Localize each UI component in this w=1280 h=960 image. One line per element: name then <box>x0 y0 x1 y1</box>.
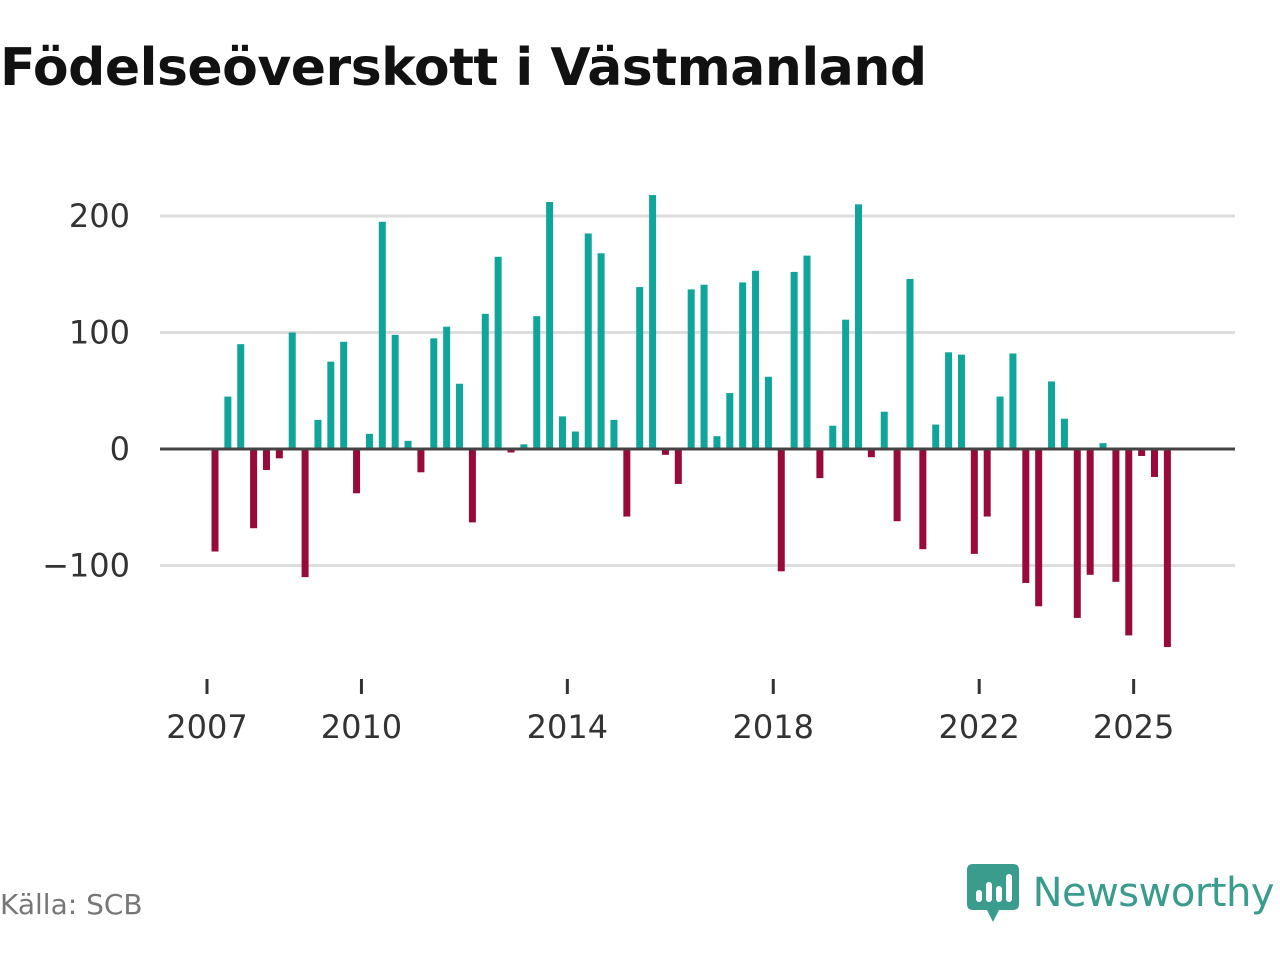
bar <box>970 449 978 554</box>
y-tick-label: 0 <box>110 430 130 468</box>
x-tick-label: 2010 <box>321 708 402 746</box>
bar <box>880 411 888 449</box>
bar <box>777 449 785 572</box>
bar <box>597 253 605 449</box>
bar <box>378 221 386 449</box>
bar <box>391 334 399 449</box>
bar <box>327 361 335 449</box>
x-tick-label: 2014 <box>527 708 608 746</box>
bar <box>906 278 914 449</box>
bar <box>237 344 245 449</box>
bars <box>211 195 1171 648</box>
x-tick-label: 2025 <box>1093 708 1174 746</box>
x-tick-label: 2018 <box>733 708 814 746</box>
bar <box>919 449 927 550</box>
bar <box>790 271 798 449</box>
bar <box>353 449 361 494</box>
bar <box>752 270 760 449</box>
bar <box>1022 449 1030 583</box>
bar <box>623 449 631 517</box>
bar <box>1048 381 1056 449</box>
bar <box>340 341 348 449</box>
bar <box>816 449 824 479</box>
bar <box>713 436 721 449</box>
y-tick-label: −100 <box>42 547 130 585</box>
bar <box>314 419 322 449</box>
bar <box>957 354 965 449</box>
bar <box>842 319 850 449</box>
bar <box>288 332 296 449</box>
bar <box>867 449 875 458</box>
brand: Newsworthy <box>966 864 1275 922</box>
bar <box>443 326 451 449</box>
bar <box>855 204 862 449</box>
bar <box>700 284 708 449</box>
y-tick-label: 100 <box>69 314 130 352</box>
bar <box>571 431 579 449</box>
chart-title: Födelseöverskott i Västmanland <box>0 38 927 98</box>
bar <box>739 282 747 449</box>
bar <box>430 338 438 449</box>
bar <box>649 195 657 449</box>
bar <box>983 449 991 517</box>
bar <box>1151 449 1159 477</box>
bar <box>1163 449 1171 648</box>
bar <box>1125 449 1133 636</box>
x-axis: 2007 2010 2014 2018 2022 2025 <box>166 679 1174 746</box>
bar <box>636 287 644 449</box>
bar <box>301 449 309 578</box>
bar <box>764 376 772 449</box>
bar <box>687 289 695 449</box>
x-tick-label: 2022 <box>938 708 1019 746</box>
bar <box>803 255 811 449</box>
bar <box>404 440 412 449</box>
bar <box>996 396 1004 449</box>
bar <box>211 449 219 552</box>
bar <box>610 419 618 449</box>
bar <box>1060 418 1068 449</box>
bar <box>468 449 476 523</box>
bar <box>481 313 489 449</box>
bar <box>417 449 425 473</box>
bar <box>674 449 682 484</box>
bar <box>661 449 669 455</box>
bar <box>546 202 554 449</box>
bar <box>275 449 283 459</box>
newsworthy-logo-icon <box>966 864 1019 922</box>
bar <box>945 352 953 449</box>
bar <box>1035 449 1043 607</box>
bar <box>1099 443 1107 449</box>
bar <box>1073 449 1081 618</box>
bar <box>224 396 232 449</box>
bar <box>1138 449 1146 456</box>
bar <box>726 393 734 449</box>
bar <box>829 425 837 449</box>
y-axis: 200 100 0 −100 <box>42 197 130 585</box>
bar <box>584 233 592 449</box>
bar <box>533 316 541 449</box>
bar <box>494 256 502 449</box>
bar <box>1112 449 1120 582</box>
y-tick-label: 200 <box>69 197 130 235</box>
source-label: Källa: SCB <box>0 888 143 921</box>
x-tick-label: 2007 <box>166 708 247 746</box>
bar <box>1086 449 1094 575</box>
brand-name: Newsworthy <box>1032 870 1275 916</box>
bar <box>507 449 515 453</box>
bar <box>932 424 940 449</box>
bar <box>365 433 373 449</box>
grid-lines <box>160 214 1235 567</box>
bar <box>262 449 270 470</box>
bar <box>1009 353 1017 449</box>
bar <box>520 444 528 449</box>
bar <box>558 416 566 449</box>
bar <box>456 383 464 449</box>
bar <box>250 449 258 529</box>
bar <box>893 449 901 522</box>
